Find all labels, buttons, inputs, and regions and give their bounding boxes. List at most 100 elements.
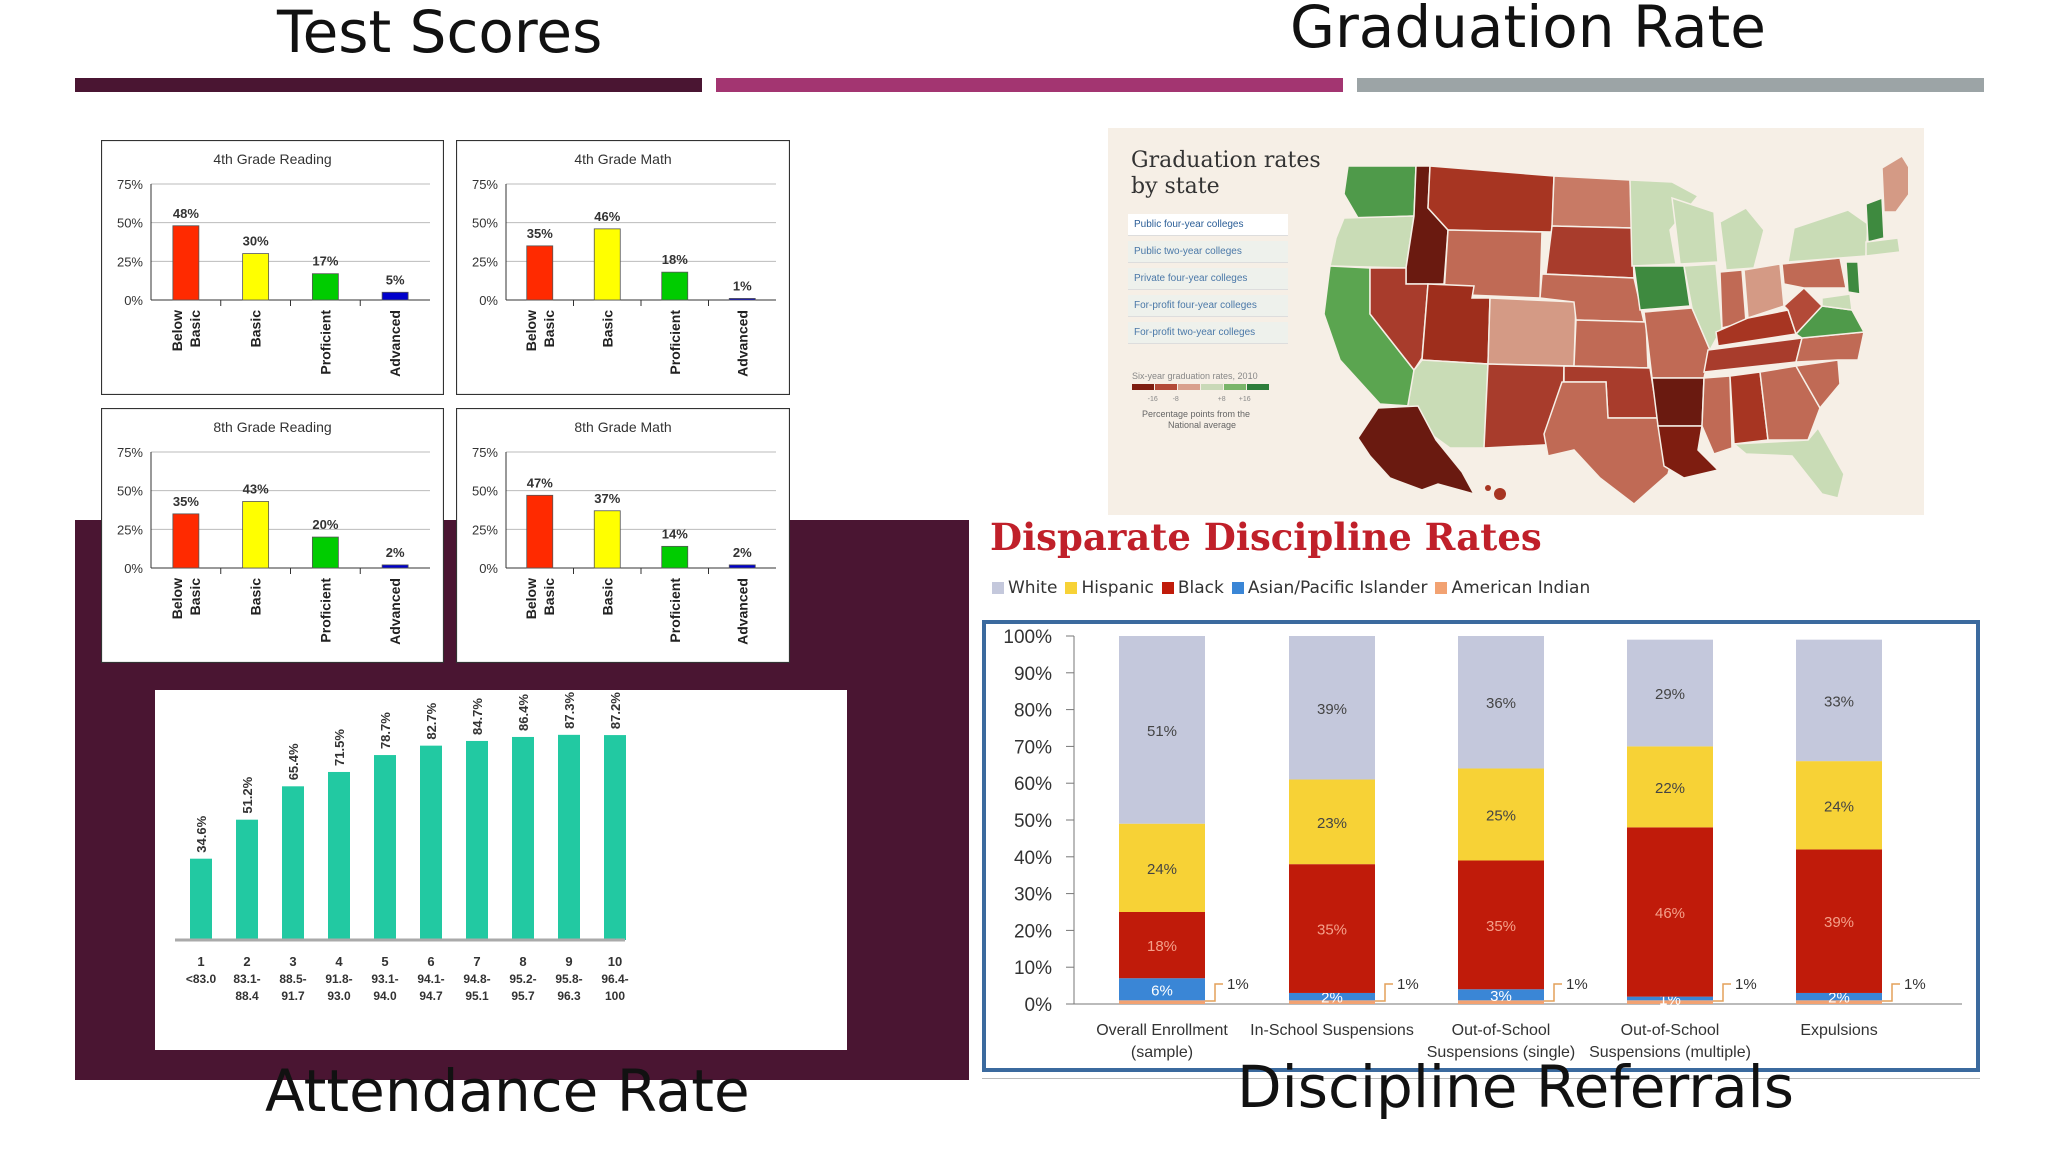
state-mt	[1427, 165, 1555, 233]
y-tick-label: 75%	[472, 445, 498, 460]
attendance-bar	[512, 736, 534, 940]
map-legend-note-2: National average	[1168, 420, 1237, 430]
bar	[311, 273, 339, 301]
attendance-bar	[328, 771, 350, 940]
category-label-line2: Suspensions (multiple)	[1589, 1044, 1751, 1061]
map-scale-tick: -16	[1148, 396, 1158, 403]
title-test-scores: Test Scores	[277, 0, 603, 66]
bar-label: 2%	[733, 545, 752, 560]
range-label-bottom: 100	[605, 989, 625, 1003]
state-me	[1881, 154, 1908, 213]
american-indian-label: 1%	[1566, 976, 1588, 993]
legend-swatch	[1065, 582, 1078, 594]
x-category-word: Advanced	[734, 310, 750, 377]
x-category-label: Basic	[248, 578, 264, 616]
map-scale-swatch	[1201, 384, 1223, 390]
state-il	[1683, 263, 1723, 352]
map-legend-scale: -16 -8 +8 +16	[1132, 384, 1269, 403]
range-label-bottom: 88.4	[235, 989, 259, 1003]
segment-american-indian	[1458, 1000, 1544, 1004]
chart-title: 8th Grade Math	[574, 419, 671, 435]
y-tick-label: 25%	[117, 254, 143, 269]
american-indian-leader	[1205, 983, 1223, 1002]
bar-label: 20%	[312, 517, 338, 532]
category-label-line1: In-School Suspensions	[1250, 1022, 1414, 1039]
state-wi	[1671, 196, 1719, 265]
y-tick-label: 50%	[1014, 811, 1052, 832]
state-sc	[1794, 359, 1841, 410]
bar	[526, 494, 554, 569]
segment-white	[1796, 639, 1882, 762]
bar-label: 2%	[386, 545, 405, 560]
x-category-label: Below Basic	[169, 310, 203, 351]
american-indian-label: 1%	[1904, 976, 1926, 993]
legend-item: Hispanic	[1065, 578, 1154, 598]
state-nj	[1845, 261, 1861, 295]
x-category-label: Basic	[248, 310, 264, 348]
map-menu-forprofit-two-year[interactable]: For-profit two-year colleges	[1128, 322, 1288, 344]
y-tick-label: 25%	[472, 254, 498, 269]
legend-swatch	[992, 582, 1004, 594]
category-label-line1: Out-of-School	[1621, 1022, 1720, 1039]
x-category-label: Proficient	[667, 578, 683, 643]
map-legend-title: Six-year graduation rates, 2010	[1132, 371, 1258, 381]
x-category-word: Basic	[248, 310, 264, 348]
attendance-bar	[466, 740, 488, 940]
y-tick-label: 40%	[1014, 848, 1052, 869]
map-scale-swatch	[1132, 384, 1154, 390]
legend-swatch	[1161, 582, 1174, 594]
x-category-word: Below	[523, 578, 539, 619]
segment-label: 23%	[1317, 815, 1347, 832]
x-category-label: Below Basic	[523, 578, 557, 619]
bar	[242, 253, 270, 301]
chart-title: 4th Grade Math	[574, 151, 671, 167]
map-menu-forprofit-four-year[interactable]: For-profit four-year colleges	[1128, 295, 1288, 317]
bar-label: 35%	[173, 494, 199, 509]
state-sd	[1545, 225, 1635, 279]
segment-label: 51%	[1147, 723, 1177, 740]
y-tick-label: 50%	[117, 216, 143, 231]
x-category-label: Proficient	[317, 578, 333, 643]
x-category-word: Below	[169, 310, 185, 351]
bar	[661, 545, 689, 569]
state-mi	[1719, 207, 1765, 271]
discipline-underline	[982, 1078, 1980, 1079]
map-menu-public-four-year[interactable]: Public four-year colleges	[1128, 214, 1288, 236]
state-nc	[1795, 331, 1865, 363]
bar	[242, 501, 270, 569]
attendance-bar	[374, 755, 396, 940]
attendance-bar-label: 84.7%	[470, 698, 485, 735]
legend-label: Hispanic	[1081, 578, 1154, 598]
state-nd	[1551, 175, 1633, 229]
y-tick-label: 30%	[1014, 885, 1052, 906]
y-tick-label: 60%	[1014, 774, 1052, 795]
map-menu-private-four-year[interactable]: Private four-year colleges	[1128, 268, 1288, 290]
segment-hispanic	[1289, 779, 1375, 865]
segment-american-indian	[1627, 1000, 1713, 1004]
map-scale-tick: -8	[1173, 396, 1179, 403]
attendance-chart: 34.6% 1 <83.0 51.2% 2 83.1- 88.4 65.4% 3 88.5- 91.…	[155, 690, 847, 1050]
state-ma-ct	[1865, 237, 1901, 257]
decile-label: 5	[381, 954, 388, 969]
attendance-bar-label: 87.3%	[562, 692, 577, 729]
y-tick-label: 20%	[1014, 921, 1052, 942]
attendance-bar-label: 65.4%	[286, 743, 301, 780]
x-category-label: Proficient	[667, 310, 683, 375]
segment-black	[1289, 864, 1375, 993]
legend-item: American Indian	[1435, 578, 1590, 598]
american-indian-label: 1%	[1397, 976, 1419, 993]
segment-label: 33%	[1824, 693, 1854, 710]
x-category-word: Basic	[187, 578, 203, 616]
range-label-top: 94.8-	[463, 972, 490, 986]
attendance-bar-label: 87.2%	[608, 692, 623, 729]
segment-asian-pacific-islander	[1119, 978, 1205, 1001]
x-category-label: Advanced	[387, 578, 403, 645]
attendance-bar-label: 82.7%	[424, 702, 439, 739]
range-label-top: 88.5-	[279, 972, 306, 986]
map-menu-public-two-year[interactable]: Public two-year colleges	[1128, 241, 1288, 263]
state-ia	[1633, 265, 1691, 311]
state-ny	[1787, 209, 1869, 263]
y-tick-label: 0%	[479, 293, 498, 308]
american-indian-label: 1%	[1227, 976, 1249, 993]
